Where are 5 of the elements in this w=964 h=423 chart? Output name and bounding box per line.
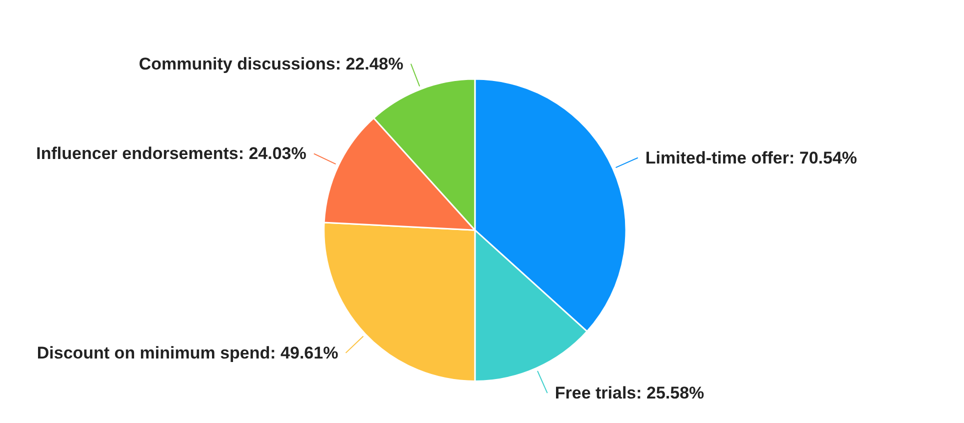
slice-label: Discount on minimum spend: 49.61% (36, 343, 338, 362)
slice-label: Community discussions: 22.48% (138, 54, 404, 74)
slice-label: Free trials: 25.58% (554, 384, 704, 403)
slice-label: Influencer endorsements: 24.03% (36, 144, 306, 164)
slice-label: Limited-time offer: 70.54% (645, 148, 858, 168)
